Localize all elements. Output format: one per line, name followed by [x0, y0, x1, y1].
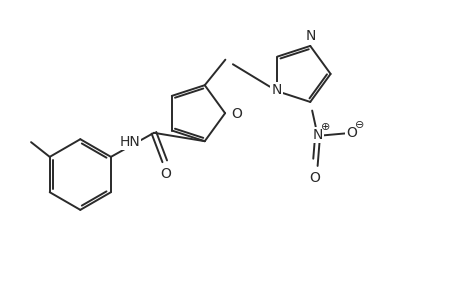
Text: ⊖: ⊖ — [354, 121, 364, 130]
Text: N: N — [305, 29, 316, 44]
Text: O: O — [309, 171, 320, 184]
Text: HN: HN — [119, 135, 140, 149]
Text: O: O — [159, 167, 170, 181]
Text: N: N — [270, 83, 281, 97]
Text: ⊕: ⊕ — [320, 122, 330, 133]
Text: O: O — [230, 107, 241, 121]
Text: N: N — [312, 128, 322, 142]
Text: O: O — [346, 126, 357, 140]
